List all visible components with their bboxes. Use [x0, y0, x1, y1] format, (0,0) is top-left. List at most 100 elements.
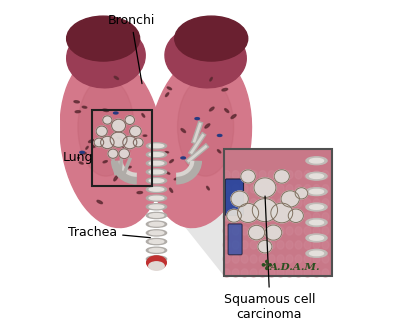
- Bar: [224, 149, 332, 276]
- Bar: [92, 110, 152, 186]
- Ellipse shape: [286, 185, 293, 193]
- Ellipse shape: [81, 152, 86, 154]
- Ellipse shape: [223, 241, 230, 249]
- Ellipse shape: [165, 26, 246, 88]
- Ellipse shape: [223, 171, 230, 179]
- Ellipse shape: [310, 174, 324, 179]
- Ellipse shape: [281, 191, 299, 207]
- Ellipse shape: [149, 248, 164, 252]
- Ellipse shape: [178, 78, 234, 176]
- Ellipse shape: [313, 269, 320, 277]
- Ellipse shape: [277, 227, 284, 235]
- Ellipse shape: [137, 191, 142, 194]
- Ellipse shape: [268, 227, 275, 235]
- Ellipse shape: [228, 205, 234, 208]
- Ellipse shape: [286, 241, 293, 249]
- Ellipse shape: [166, 93, 169, 97]
- Ellipse shape: [232, 269, 239, 277]
- Ellipse shape: [146, 204, 166, 210]
- Ellipse shape: [60, 55, 163, 228]
- Ellipse shape: [146, 230, 166, 236]
- Ellipse shape: [232, 171, 239, 179]
- Ellipse shape: [232, 185, 239, 193]
- Ellipse shape: [241, 227, 248, 235]
- Ellipse shape: [250, 241, 257, 249]
- Ellipse shape: [286, 255, 293, 263]
- Ellipse shape: [149, 262, 164, 270]
- Ellipse shape: [234, 206, 237, 208]
- Ellipse shape: [241, 255, 248, 263]
- Ellipse shape: [112, 119, 126, 132]
- Ellipse shape: [306, 203, 327, 211]
- Ellipse shape: [210, 107, 214, 111]
- Ellipse shape: [295, 227, 302, 235]
- Ellipse shape: [128, 137, 134, 139]
- Ellipse shape: [80, 151, 84, 153]
- Ellipse shape: [241, 269, 248, 277]
- Ellipse shape: [313, 255, 320, 263]
- Ellipse shape: [252, 199, 278, 222]
- Ellipse shape: [149, 179, 164, 182]
- Ellipse shape: [232, 255, 239, 263]
- Ellipse shape: [241, 241, 248, 249]
- Ellipse shape: [241, 185, 248, 193]
- Ellipse shape: [88, 140, 94, 142]
- Ellipse shape: [195, 118, 200, 120]
- Ellipse shape: [271, 203, 293, 223]
- Ellipse shape: [295, 171, 302, 179]
- Ellipse shape: [75, 111, 80, 113]
- Ellipse shape: [238, 171, 242, 175]
- Ellipse shape: [310, 251, 324, 256]
- Ellipse shape: [223, 269, 230, 277]
- Text: ✤: ✤: [260, 259, 272, 273]
- Ellipse shape: [310, 189, 324, 194]
- Ellipse shape: [250, 269, 257, 277]
- Ellipse shape: [259, 227, 266, 235]
- Ellipse shape: [181, 157, 186, 159]
- Ellipse shape: [223, 199, 230, 207]
- Ellipse shape: [92, 145, 96, 148]
- Ellipse shape: [74, 101, 79, 103]
- Ellipse shape: [146, 212, 166, 219]
- Ellipse shape: [149, 188, 164, 191]
- Ellipse shape: [207, 186, 209, 190]
- Ellipse shape: [146, 151, 166, 158]
- Ellipse shape: [227, 209, 241, 222]
- Ellipse shape: [174, 178, 178, 180]
- Ellipse shape: [146, 178, 166, 184]
- Ellipse shape: [232, 213, 239, 221]
- Ellipse shape: [250, 171, 257, 179]
- Ellipse shape: [114, 176, 118, 181]
- Ellipse shape: [103, 161, 107, 163]
- Ellipse shape: [146, 238, 166, 245]
- Ellipse shape: [277, 241, 284, 249]
- Ellipse shape: [114, 112, 118, 114]
- Ellipse shape: [146, 143, 166, 149]
- Ellipse shape: [149, 214, 164, 217]
- Ellipse shape: [232, 199, 239, 207]
- Ellipse shape: [313, 199, 320, 207]
- Ellipse shape: [232, 182, 238, 185]
- Ellipse shape: [123, 136, 137, 149]
- Ellipse shape: [142, 114, 145, 117]
- Ellipse shape: [322, 171, 329, 179]
- Ellipse shape: [222, 88, 228, 91]
- Ellipse shape: [226, 203, 229, 207]
- Ellipse shape: [165, 152, 169, 153]
- Ellipse shape: [304, 241, 311, 249]
- Ellipse shape: [170, 188, 173, 192]
- Ellipse shape: [304, 255, 311, 263]
- Ellipse shape: [288, 209, 304, 222]
- Ellipse shape: [306, 188, 327, 196]
- Ellipse shape: [304, 199, 311, 207]
- Bar: [224, 149, 332, 276]
- Ellipse shape: [125, 116, 134, 124]
- Ellipse shape: [295, 213, 302, 221]
- Ellipse shape: [277, 199, 284, 207]
- Ellipse shape: [170, 160, 174, 163]
- Ellipse shape: [225, 109, 229, 113]
- Ellipse shape: [241, 170, 255, 183]
- Ellipse shape: [79, 162, 83, 164]
- Ellipse shape: [304, 269, 311, 277]
- Ellipse shape: [218, 150, 221, 153]
